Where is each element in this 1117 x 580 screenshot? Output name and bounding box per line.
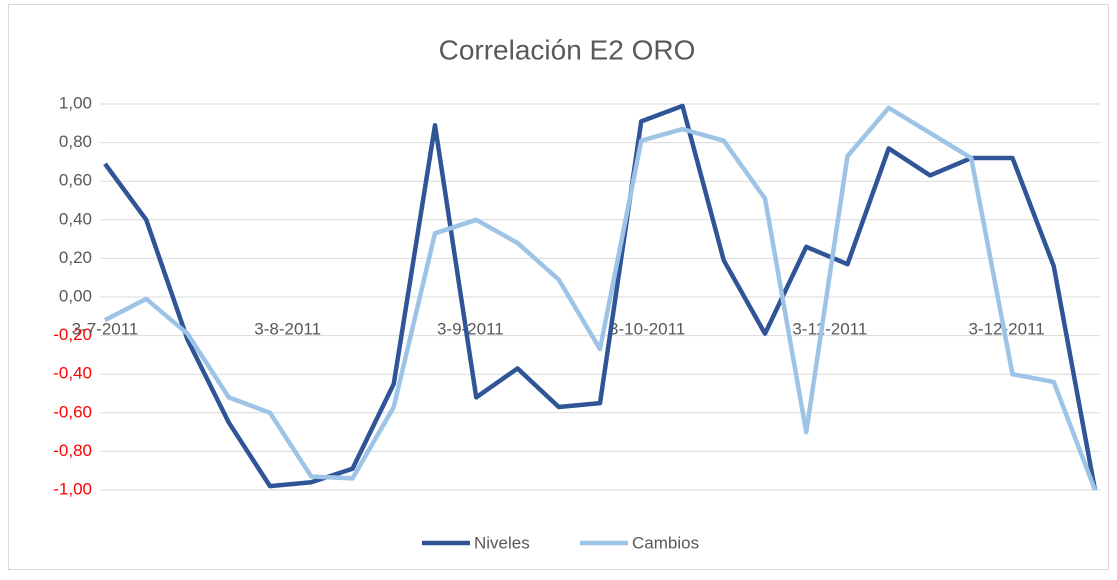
y-tick-label: -1,00	[53, 479, 92, 498]
chart-title: Correlación E2 ORO	[439, 34, 696, 65]
x-tick-label: 3-9-2011	[437, 319, 504, 338]
x-tick-label: 3-12-2011	[968, 319, 1044, 338]
y-tick-label: 0,00	[59, 286, 92, 305]
x-tick-label: 3-11-2011	[792, 319, 867, 338]
y-tick-label: 0,20	[59, 248, 92, 267]
y-tick-label: 1,00	[59, 93, 92, 112]
y-tick-label: 0,40	[59, 209, 92, 228]
y-tick-label: -0,40	[53, 364, 92, 383]
y-tick-label: 0,80	[59, 132, 92, 151]
legend-label: Cambios	[632, 533, 699, 552]
y-tick-label: -0,20	[53, 325, 92, 344]
x-tick-label: 3-10-2011	[609, 319, 685, 338]
series-line	[103, 103, 1098, 491]
x-tick-label: 3-8-2011	[254, 319, 321, 338]
y-tick-label: 0,60	[59, 171, 92, 190]
legend-label: Niveles	[474, 533, 530, 552]
y-tick-label: -0,80	[53, 441, 92, 460]
series-line	[103, 105, 1098, 491]
chart-frame	[8, 4, 1109, 570]
y-tick-label: -0,60	[53, 402, 92, 421]
x-tick-label: 3-7-2011	[72, 319, 139, 338]
